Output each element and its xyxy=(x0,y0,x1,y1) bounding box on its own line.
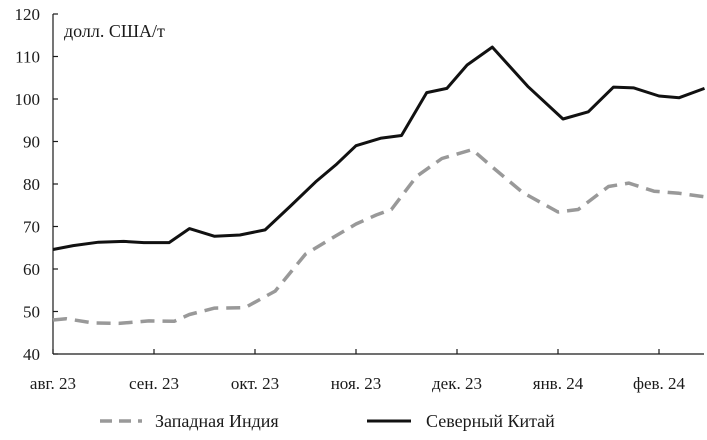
y-ticks: 40 50 60 70 80 90 100 110 120 xyxy=(15,5,58,364)
x-tick-label: ноя. 23 xyxy=(331,374,382,393)
series-line-1 xyxy=(52,147,705,326)
x-tick-label: сен. 23 xyxy=(129,374,179,393)
series-line-2 xyxy=(52,45,706,251)
y-tick-label: 80 xyxy=(23,175,40,194)
y-tick-label: 50 xyxy=(23,303,40,322)
unit-label: долл. США/т xyxy=(64,21,165,41)
x-ticks: авг. 23 сен. 23 окт. 23 ноя. 23 дек. 23 янв. … xyxy=(30,349,686,393)
y-tick-label: 100 xyxy=(15,90,41,109)
x-tick-label: фев. 24 xyxy=(633,374,686,393)
y-tick-label: 90 xyxy=(23,133,40,152)
x-tick-label: окт. 23 xyxy=(231,374,279,393)
x-tick-label: дек. 23 xyxy=(432,374,482,393)
y-tick-label: 110 xyxy=(15,48,40,67)
axes xyxy=(52,14,704,355)
x-tick-label: янв. 24 xyxy=(533,374,584,393)
y-tick-label: 60 xyxy=(23,260,40,279)
legend: Западная Индия Северный Китай xyxy=(100,411,555,431)
y-tick-label: 70 xyxy=(23,218,40,237)
y-tick-label: 40 xyxy=(23,345,40,364)
legend-label-1: Западная Индия xyxy=(155,411,279,431)
x-tick-label: авг. 23 xyxy=(30,374,76,393)
legend-label-2: Северный Китай xyxy=(426,411,555,431)
series-layer xyxy=(52,45,706,326)
y-tick-label: 120 xyxy=(15,5,41,24)
